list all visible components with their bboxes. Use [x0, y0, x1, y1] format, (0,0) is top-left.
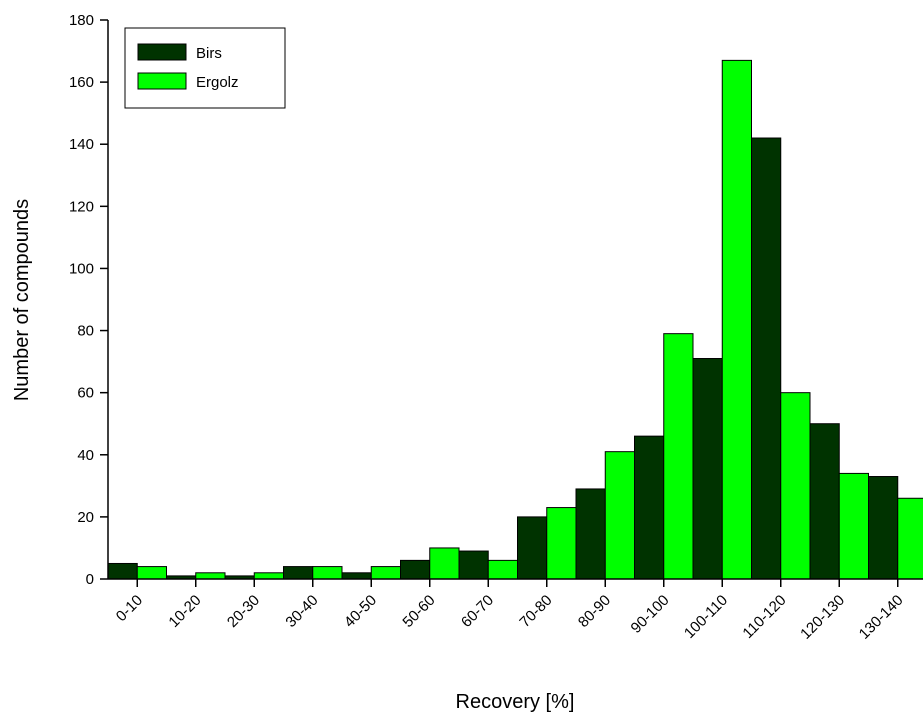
- bar-ergolz-50-60: [429, 547, 460, 580]
- x-tick-label: 100-110: [681, 592, 731, 642]
- x-tick-label: 120-130: [797, 592, 848, 643]
- bar-birs-110-120: [751, 137, 782, 580]
- bar-ergolz-10-20: [195, 572, 226, 580]
- bar-birs-50-60: [400, 559, 431, 580]
- bar-birs-0-10: [107, 562, 138, 580]
- bar-birs-70-80: [517, 516, 548, 580]
- y-tick-label: 40: [77, 447, 94, 464]
- x-axis-title: Recovery [%]: [456, 691, 575, 713]
- legend-label-birs: Birs: [196, 45, 222, 62]
- bar-ergolz-120-130: [838, 472, 869, 580]
- bar-birs-80-90: [575, 488, 606, 580]
- bar-birs-40-50: [341, 572, 372, 580]
- x-tick-label: 130-140: [856, 592, 907, 643]
- x-tick-label: 0-10: [113, 592, 146, 625]
- bar-ergolz-110-120: [780, 392, 811, 580]
- y-tick-label: 120: [69, 198, 94, 215]
- x-tick-label: 40-50: [341, 592, 380, 631]
- bars-group: [107, 59, 923, 580]
- bar-birs-100-110: [692, 358, 723, 580]
- x-tick-label: 60-70: [458, 592, 497, 631]
- bar-ergolz-0-10: [136, 566, 167, 580]
- x-tick-label: 20-30: [224, 592, 263, 631]
- y-tick-label: 0: [86, 571, 94, 588]
- y-tick-label: 80: [77, 323, 94, 340]
- x-tick-label: 70-80: [516, 592, 555, 631]
- legend: Birs Ergolz: [124, 27, 286, 109]
- bar-ergolz-130-140: [897, 497, 923, 580]
- y-axis-title: Number of compounds: [11, 199, 33, 401]
- x-tick-label: 90-100: [628, 592, 673, 637]
- y-tick-label: 140: [69, 136, 94, 153]
- x-tick-label: 10-20: [165, 592, 204, 631]
- y-tick-label: 160: [69, 74, 94, 91]
- bar-ergolz-80-90: [604, 451, 635, 580]
- bar-ergolz-100-110: [721, 59, 752, 580]
- bar-birs-90-100: [634, 435, 665, 580]
- bar-ergolz-40-50: [370, 566, 401, 580]
- y-tick-label: 100: [69, 260, 94, 277]
- y-ticks-group: 0 20 40 60 80 100 120 140 160 180: [69, 12, 108, 588]
- x-tick-label: 50-60: [399, 592, 438, 631]
- y-tick-label: 180: [69, 12, 94, 29]
- bar-ergolz-20-30: [253, 572, 284, 580]
- bar-ergolz-90-100: [663, 333, 694, 580]
- legend-swatch-birs: [137, 43, 187, 61]
- bar-birs-60-70: [458, 550, 489, 580]
- bar-ergolz-70-80: [546, 507, 577, 580]
- y-tick-label: 60: [77, 385, 94, 402]
- legend-frame: [124, 27, 286, 109]
- bar-birs-30-40: [283, 566, 314, 580]
- x-tick-label: 110-120: [739, 592, 789, 642]
- x-tick-label: 80-90: [575, 592, 614, 631]
- x-tick-label: 30-40: [282, 592, 321, 631]
- legend-label-ergolz: Ergolz: [196, 74, 239, 91]
- bar-birs-120-130: [809, 423, 840, 580]
- bar-ergolz-30-40: [312, 566, 343, 580]
- bar-ergolz-60-70: [487, 559, 518, 580]
- x-ticks-group: 0-10 10-20 20-30 30-40 40-50 50-60 60-70 70-80 8…: [113, 579, 907, 643]
- y-tick-label: 20: [77, 509, 94, 526]
- bar-birs-130-140: [868, 476, 899, 580]
- legend-swatch-ergolz: [137, 72, 187, 90]
